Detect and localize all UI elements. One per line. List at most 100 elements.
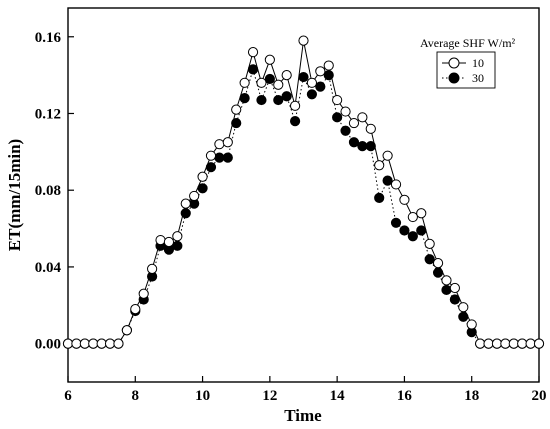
series-10-point (357, 112, 368, 123)
series-10-point (231, 104, 242, 115)
series-10-point (365, 123, 376, 134)
series-10-point (79, 338, 90, 349)
x-tick-label: 6 (64, 388, 72, 404)
series-10-point (147, 263, 158, 274)
legend-label-series-30: 30 (472, 71, 484, 85)
legend-box (436, 51, 496, 89)
series-10-point (432, 257, 444, 269)
series-10-point (298, 35, 309, 46)
y-tick-label: 0.16 (35, 30, 62, 46)
series-10-point (390, 179, 402, 190)
series-10-point (222, 137, 233, 148)
series-30-point (298, 71, 309, 83)
series-10-point (424, 238, 435, 250)
series-10-point (197, 171, 208, 182)
series-10-point (517, 338, 528, 349)
series-10-point (62, 338, 74, 349)
series-10-point (491, 338, 503, 349)
series-10-point (205, 150, 217, 161)
x-tick-label: 18 (464, 388, 479, 404)
series-30-point (256, 94, 267, 106)
series-10-point (88, 338, 99, 349)
plot-frame (67, 7, 540, 383)
series-30-point (390, 217, 402, 228)
series-10-point (121, 325, 132, 336)
series-30-point (289, 116, 301, 127)
series-10-point (239, 77, 250, 88)
series-30-point (281, 91, 292, 102)
series-10-point (315, 66, 326, 77)
series-10-point (113, 338, 124, 349)
series-10-point (416, 208, 427, 219)
series-10-point (306, 77, 318, 88)
axis-ticks: 6 8 10 12 14 16 18 20 0.00 0.04 0.08 0.12 0.16 (35, 30, 547, 404)
legend-marker-series-30 (448, 72, 460, 84)
x-tick-label: 20 (532, 388, 547, 404)
series-10-point (273, 79, 284, 90)
x-tick-label: 14 (330, 388, 346, 404)
series-10-point (340, 106, 351, 117)
series-30-point (374, 192, 385, 203)
series-10 (62, 35, 545, 349)
series-10-point (289, 100, 301, 111)
y-axis-title: ET(mm/15min) (5, 139, 24, 251)
series-10-point (348, 117, 360, 129)
series-30-point (306, 89, 318, 100)
y-tick-label: 0.04 (35, 260, 62, 276)
series-10-point (475, 338, 486, 349)
series-layer (62, 35, 545, 349)
series-10-point (525, 338, 536, 349)
series-30-point (231, 117, 242, 129)
series-10-point (256, 77, 267, 88)
series-10-point (130, 304, 141, 315)
series-10-point (214, 139, 225, 150)
series-30-point (399, 225, 410, 236)
series-10-point (407, 211, 418, 223)
y-tick-label: 0.12 (35, 106, 61, 122)
series-10-point (96, 338, 107, 349)
series-10-point (281, 70, 292, 81)
legend-marker-series-10 (448, 57, 460, 69)
x-tick-label: 10 (195, 388, 210, 404)
series-10-point (172, 231, 183, 242)
series-30-point (264, 73, 275, 85)
x-tick-label: 12 (262, 388, 277, 404)
y-tick-label: 0.08 (35, 183, 61, 199)
series-10-point (500, 338, 511, 349)
series-10-point (163, 236, 175, 248)
series-10-point (247, 47, 259, 58)
legend-title: Average SHF W/m² (420, 36, 516, 50)
y-tick-label: 0.00 (35, 337, 61, 353)
series-10-point (466, 319, 477, 330)
series-10-point (458, 302, 469, 313)
legend-label-series-10: 10 (472, 56, 484, 70)
series-10-point (104, 338, 116, 349)
x-tick-label: 8 (132, 388, 140, 404)
x-axis-title: Time (284, 406, 322, 425)
series-30-point (214, 152, 225, 163)
series-10-point (449, 282, 460, 294)
series-30-point (357, 140, 368, 152)
series-10-point (155, 234, 166, 246)
series-10-point (508, 338, 519, 349)
series-30-point (222, 152, 233, 163)
series-30-point (247, 64, 259, 75)
series-10-point (323, 60, 334, 71)
series-10-point (71, 338, 82, 349)
series-10-point (374, 160, 385, 171)
series-10-point (264, 54, 275, 65)
series-30-point (239, 93, 250, 104)
series-30-point (348, 137, 360, 148)
series-30-point (172, 240, 183, 251)
legend: Average SHF W/m² 10 30 (420, 36, 516, 89)
series-30-point (315, 81, 326, 92)
series-30-point (332, 112, 343, 123)
series-30-point (382, 175, 393, 186)
series-30-point (441, 284, 452, 296)
x-tick-label: 16 (397, 388, 413, 404)
series-10-point (180, 198, 191, 209)
series-30-point (365, 140, 376, 152)
series-30-point (416, 225, 427, 236)
series-10-point (483, 338, 494, 349)
